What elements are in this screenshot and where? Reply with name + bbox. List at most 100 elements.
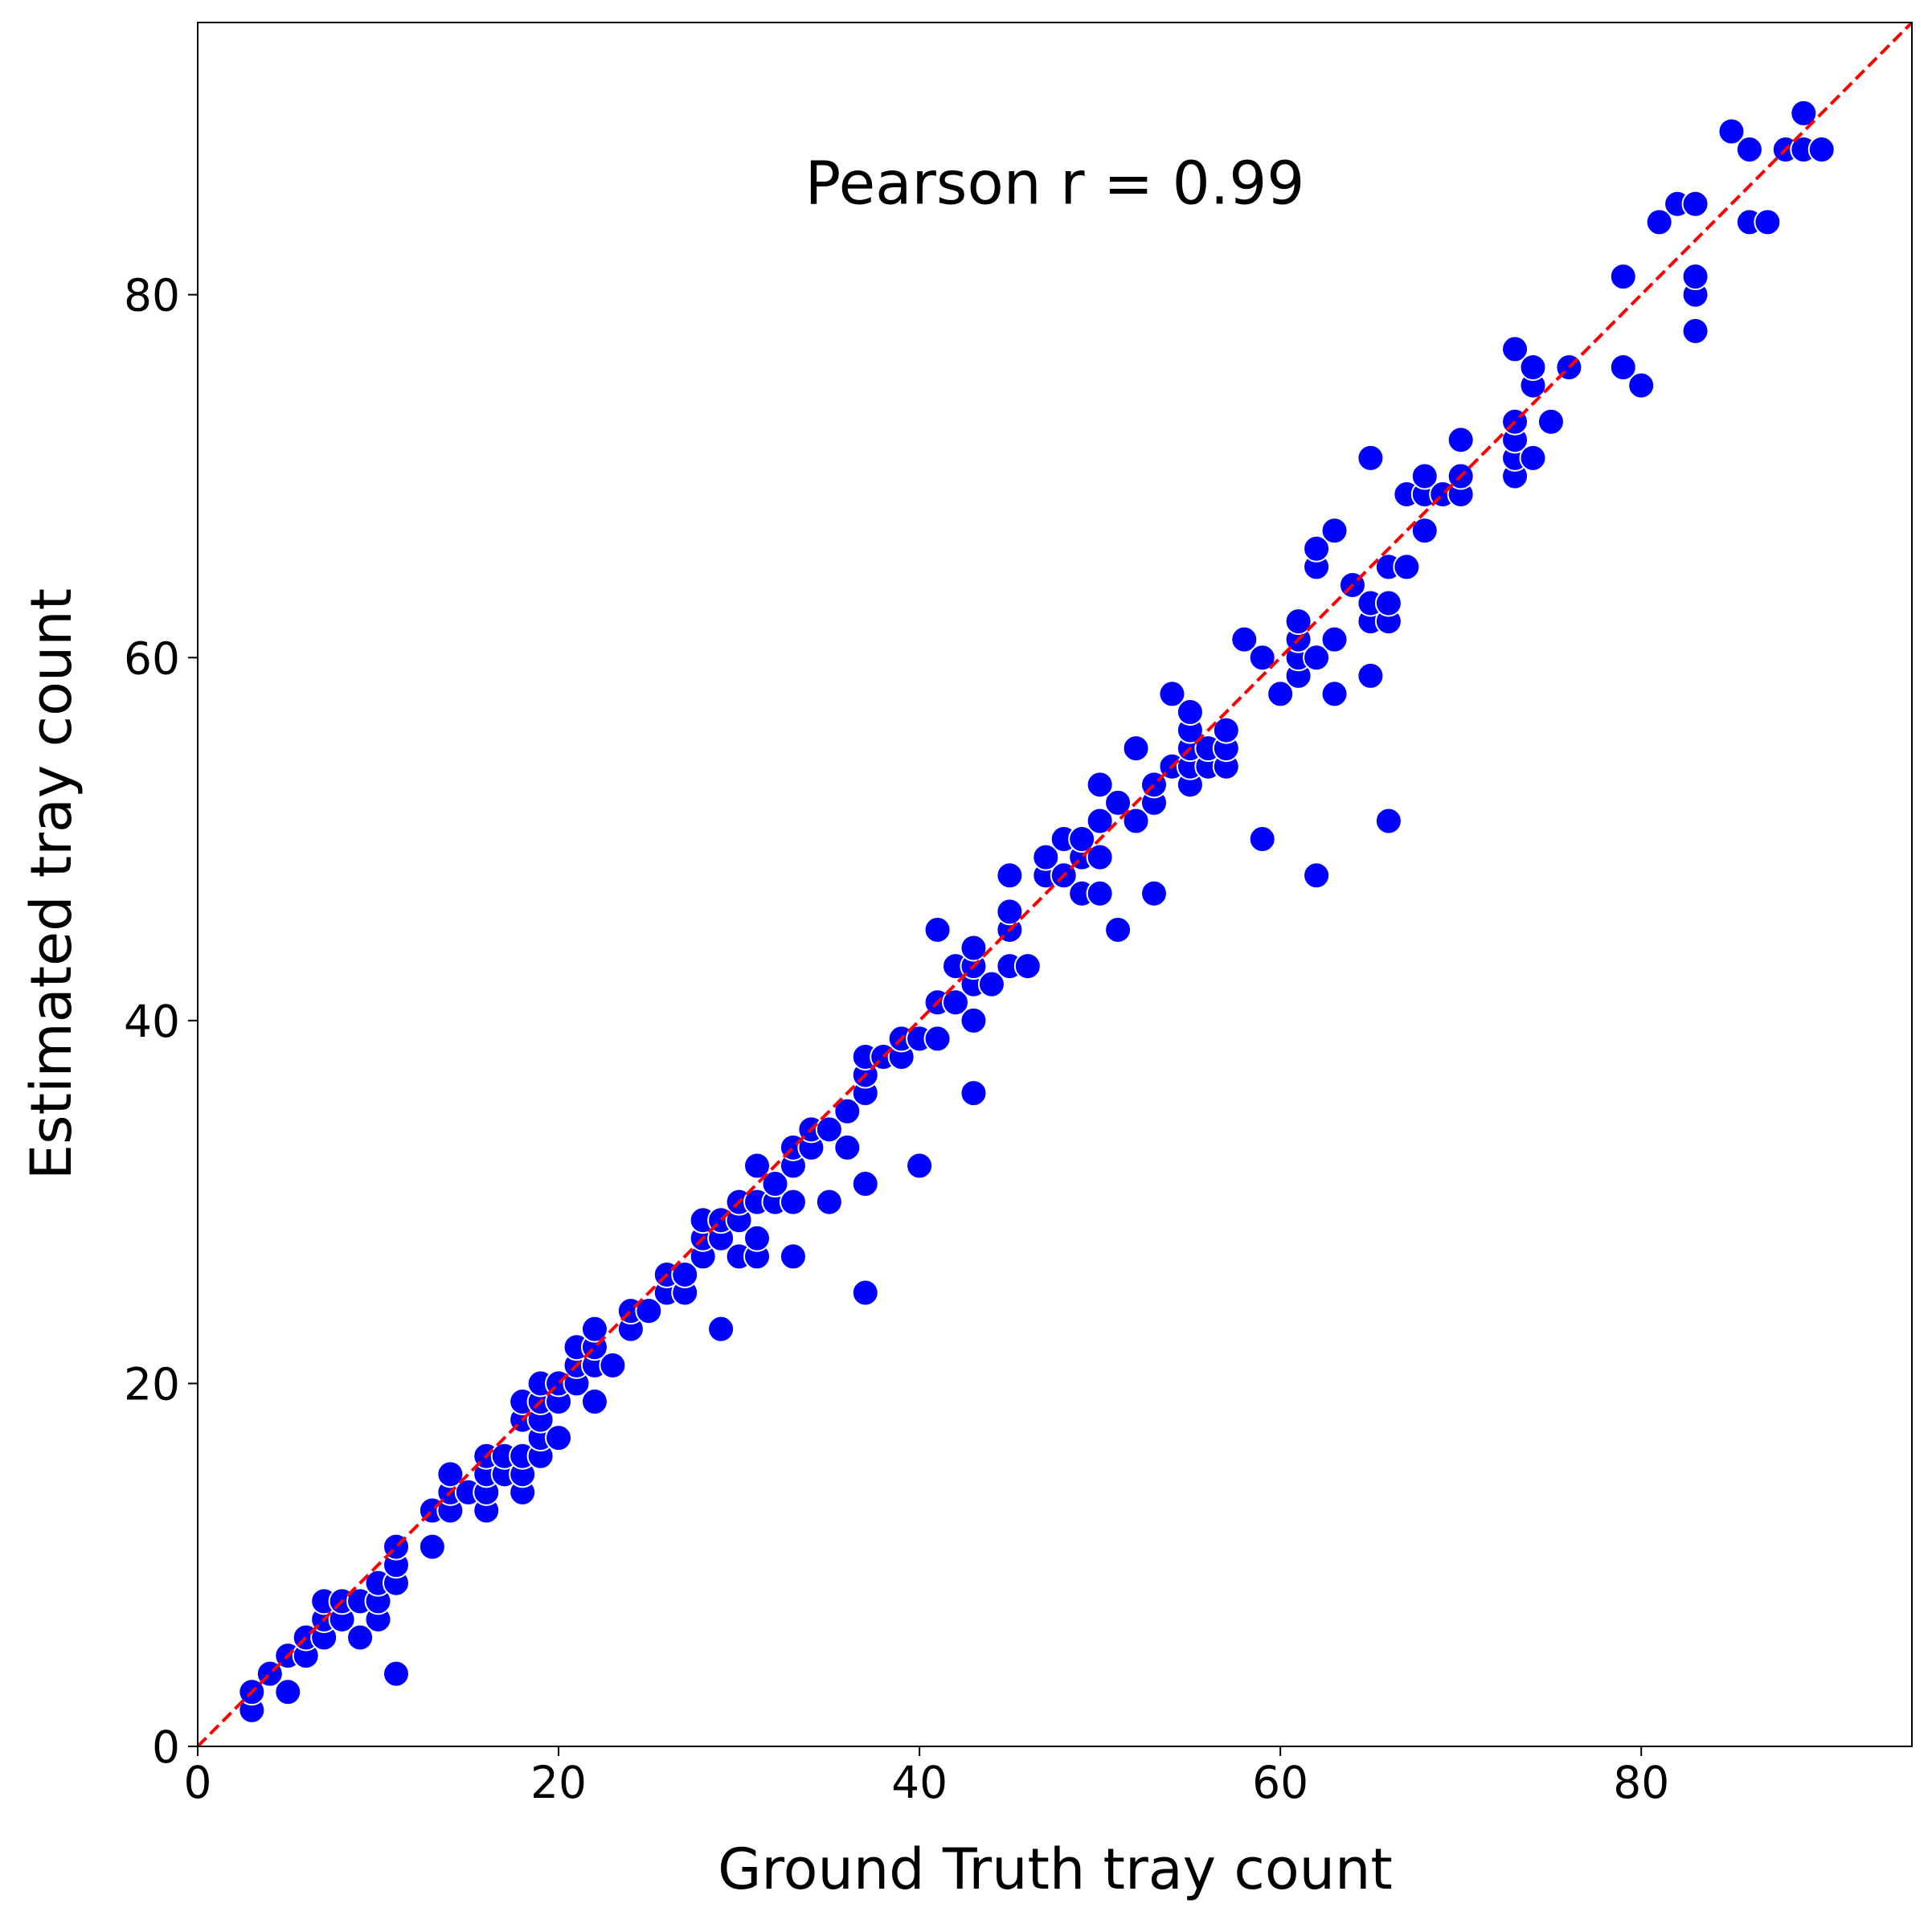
point [1681,190,1709,218]
point [815,1188,843,1216]
point [977,970,1005,998]
point [599,1351,627,1379]
point [743,1224,772,1252]
x-tick-label: 60 [1252,1757,1308,1808]
point [1374,589,1402,617]
point [1357,444,1385,472]
y-tick-label: 80 [124,270,180,321]
point [1807,136,1836,164]
point [1140,879,1168,907]
point [1681,317,1709,345]
point [1248,825,1276,854]
point [779,1188,807,1216]
point [1104,788,1132,817]
point [960,934,988,962]
point [1609,263,1637,291]
point [815,1116,843,1144]
point [1158,680,1186,708]
point [1320,625,1349,653]
point [1790,99,1818,127]
point [1320,680,1349,708]
point [1735,136,1763,164]
y-tick-label: 60 [124,632,180,684]
point [1410,517,1439,545]
point [1754,208,1782,236]
point [1717,117,1746,145]
point [960,1006,988,1034]
point [707,1315,735,1343]
point [833,1097,862,1125]
plot-frame [197,22,1913,1747]
point [635,1297,663,1325]
point [1122,735,1150,763]
point [545,1424,573,1452]
x-tick-label: 80 [1613,1757,1669,1808]
point [1303,534,1331,563]
point [1104,915,1132,944]
x-tick-label: 0 [184,1757,212,1808]
y-tick-label: 20 [124,1358,180,1410]
point [1410,462,1439,490]
point [1519,354,1547,381]
point [779,1242,807,1271]
point [1176,698,1204,726]
point [580,1315,608,1343]
point [1230,625,1259,653]
point [418,1533,446,1561]
point [1393,553,1421,581]
point [743,1152,772,1180]
point [761,1170,789,1198]
point [1068,825,1096,854]
annotation: Pearson r = 0.99 [805,149,1305,218]
point [1086,843,1114,871]
point [1537,407,1565,436]
x-tick-label: 20 [530,1757,587,1808]
point [942,989,970,1017]
point [1086,771,1114,799]
point [1374,807,1402,835]
point [436,1460,465,1488]
point [1627,371,1656,399]
x-tick-label: 40 [891,1757,948,1808]
point [382,1660,410,1688]
point [1320,517,1349,545]
x-axis-label: Ground Truth tray count [718,1836,1393,1902]
point [996,898,1024,926]
point [671,1260,699,1288]
point [1303,644,1331,672]
point [1303,862,1331,890]
identity-line [198,23,1912,1746]
point [1447,426,1475,454]
point [1609,354,1637,381]
point [923,915,952,944]
point [1086,879,1114,907]
point [833,1133,862,1161]
point [1212,716,1240,744]
point [1501,335,1529,363]
point [1357,661,1385,690]
point [960,1079,988,1107]
y-tick-label: 0 [152,1721,180,1773]
y-tick-label: 40 [124,996,180,1047]
point [1284,608,1312,636]
point [996,862,1024,890]
point [1645,208,1673,236]
point [923,1025,952,1053]
point [851,1279,879,1307]
point [1519,444,1547,472]
point [274,1678,302,1706]
point [1086,807,1114,835]
point [906,1152,934,1180]
point [1122,807,1150,835]
point [1681,263,1709,291]
plot-area [198,23,1912,1746]
point [346,1623,375,1652]
point [1248,644,1276,672]
point [580,1388,608,1415]
point [851,1170,879,1198]
point [1032,843,1060,871]
point [1267,680,1295,708]
y-axis-label: Estimated tray count [18,588,84,1180]
